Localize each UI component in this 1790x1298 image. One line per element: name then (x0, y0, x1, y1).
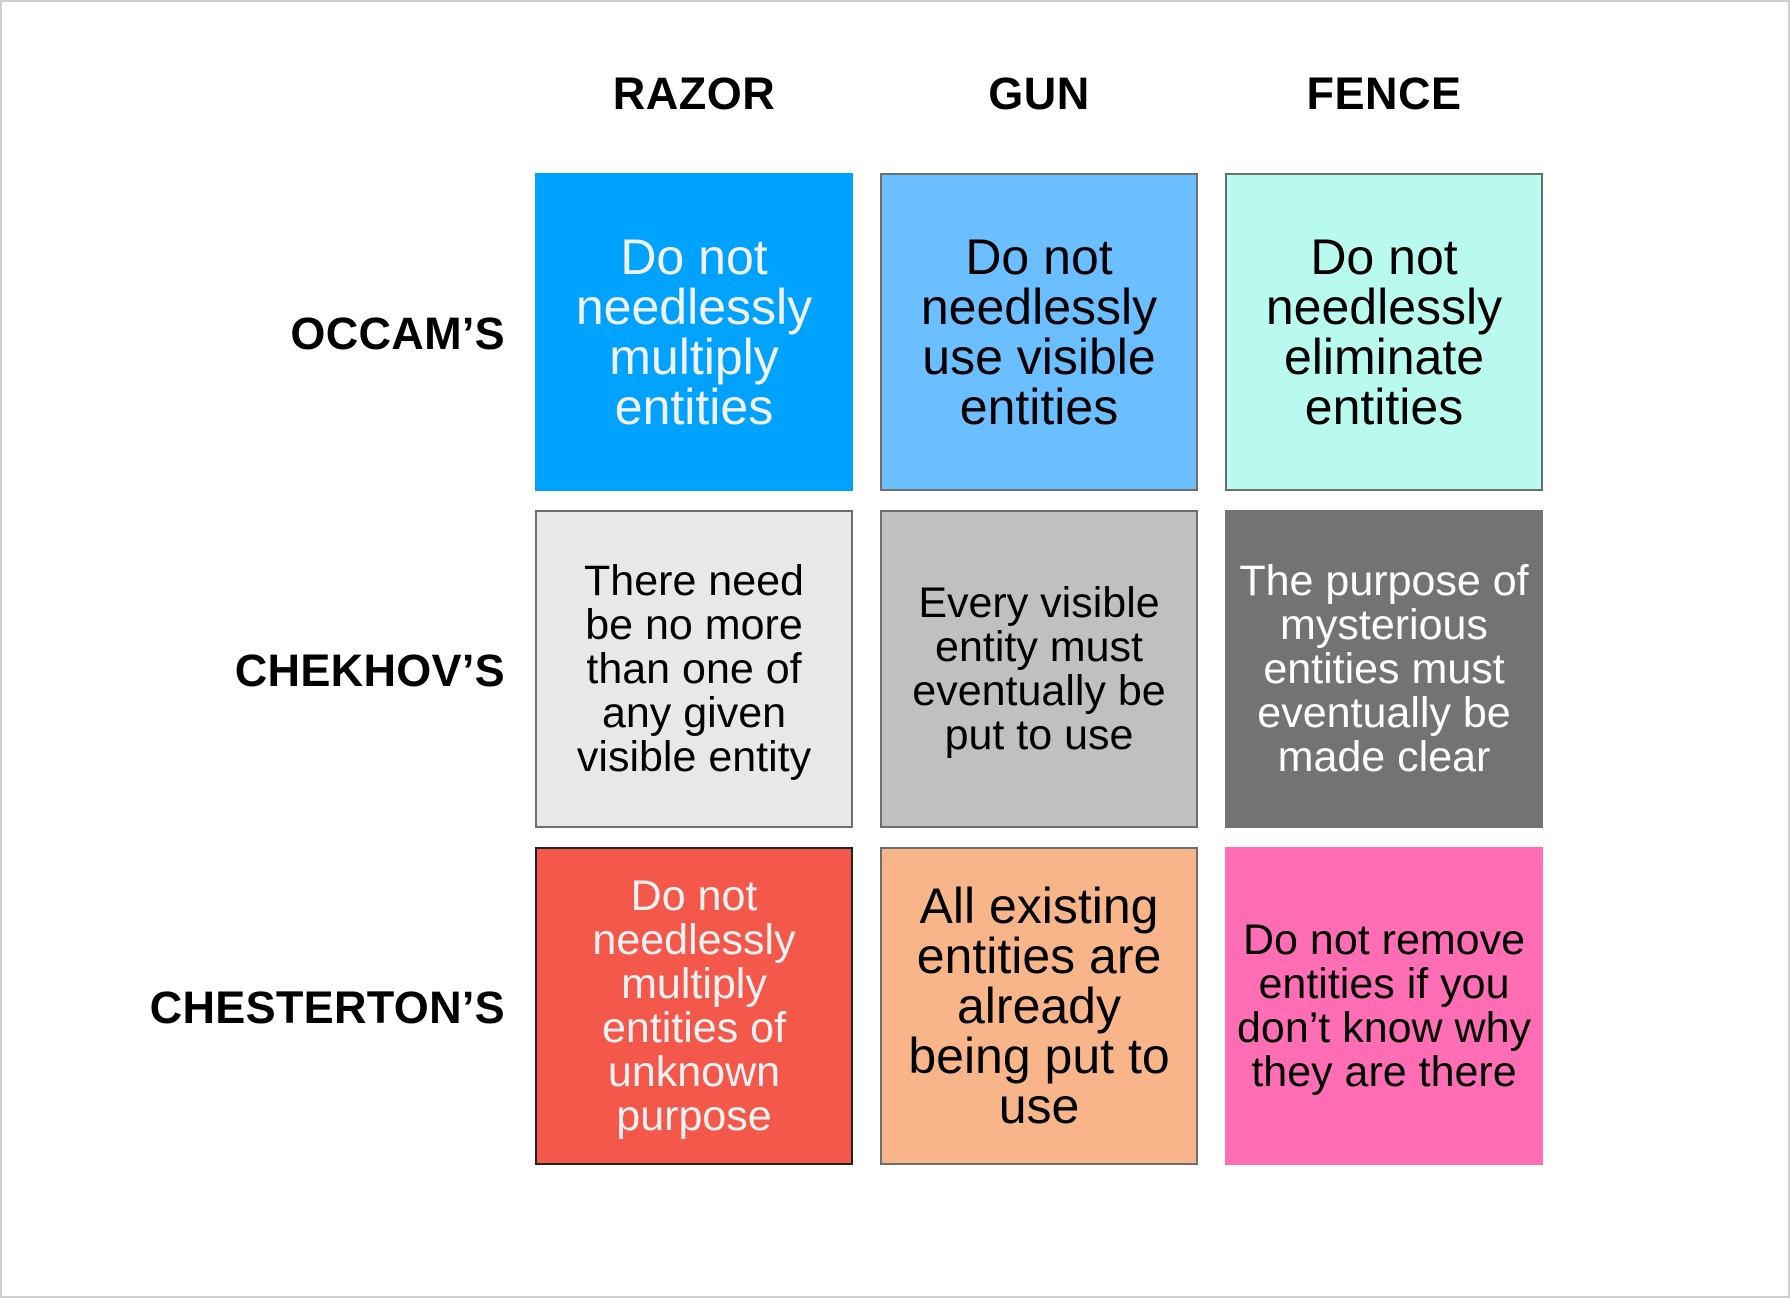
cell-text: Do not needlessly use visible entities (920, 229, 1158, 435)
cell-text: There need be no more than one of any gi… (576, 557, 812, 781)
cell-chestertons-gun: All existing entities are already being … (880, 847, 1198, 1165)
column-header-fence: FENCE (1306, 68, 1462, 119)
cell-text: Do not needlessly multiply entities (575, 229, 813, 435)
row-header-chekhovs: CHEKHOV’S (234, 645, 505, 696)
cell-text: Do not needlessly multiply entities of u… (592, 872, 796, 1140)
cell-text: Do not needlessly eliminate entities (1265, 229, 1503, 435)
cell-chestertons-razor: Do not needlessly multiply entities of u… (535, 847, 853, 1165)
cell-text: The purpose of mysterious entities must … (1239, 557, 1529, 781)
cell-chestertons-fence: Do not remove entities if you don’t know… (1225, 847, 1543, 1165)
cell-chekhovs-fence: The purpose of mysterious entities must … (1225, 510, 1543, 828)
cell-occams-fence: Do not needlessly eliminate entities (1225, 173, 1543, 491)
column-header-razor: RAZOR (612, 68, 776, 119)
row-header-chestertons: CHESTERTON’S (149, 982, 505, 1033)
cell-text: All existing entities are already being … (908, 878, 1170, 1134)
cell-occams-gun: Do not needlessly use visible entities (880, 173, 1198, 491)
cell-text: Every visible entity must eventually be … (912, 579, 1166, 759)
row-header-occams: OCCAM’S (290, 308, 505, 359)
cell-occams-razor: Do not needlessly multiply entities (535, 173, 853, 491)
cell-chekhovs-razor: There need be no more than one of any gi… (535, 510, 853, 828)
column-header-gun: GUN (988, 68, 1090, 119)
cell-chekhovs-gun: Every visible entity must eventually be … (880, 510, 1198, 828)
cell-text: Do not remove entities if you don’t know… (1237, 916, 1531, 1096)
